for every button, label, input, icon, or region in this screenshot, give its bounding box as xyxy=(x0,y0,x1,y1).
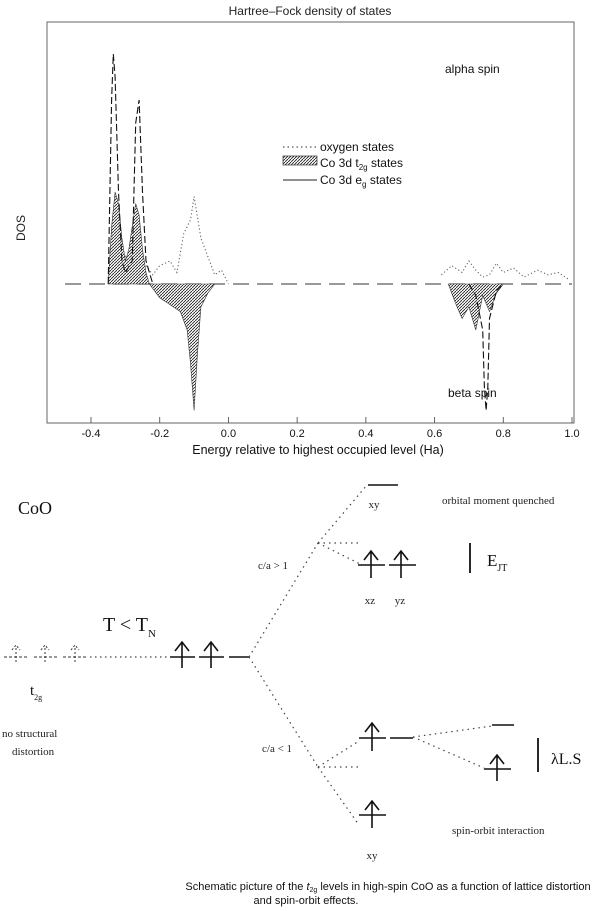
chart-legend: oxygen states Co 3d t2g states Co 3d eg … xyxy=(282,140,403,189)
series-eg-line xyxy=(468,283,504,411)
temperature-label: T < TN xyxy=(103,614,156,640)
t2g-degenerate-levels xyxy=(4,644,87,662)
yz-label: yz xyxy=(395,595,406,607)
orbital-moment-label: orbital moment quenched xyxy=(442,495,555,507)
caption-line1: Schematic picture of the t2g levels in h… xyxy=(185,881,590,894)
c-a-greater-label: c/a > 1 xyxy=(258,560,288,572)
level-diagram: CoO orbital moment quenched t2g no struc… xyxy=(2,484,581,862)
c-a-less-label: c/a < 1 xyxy=(262,743,292,755)
no-distortion-line1: no structural xyxy=(2,728,57,740)
x-tick-label: 0.8 xyxy=(496,428,511,440)
series-eg-line xyxy=(107,53,154,285)
x-tick-label: -0.4 xyxy=(82,428,101,440)
y-axis-label: DOS xyxy=(14,215,28,241)
lambda-ls-label: λL.S xyxy=(551,751,581,768)
lower-branch-levels xyxy=(359,721,514,828)
plot-frame xyxy=(46,21,575,424)
x-tick-label: 0.4 xyxy=(358,428,373,440)
xy-bottom-label: xy xyxy=(367,850,379,862)
legend-t2g-swatch xyxy=(282,155,318,166)
x-tick-layer: -0.4 -0.2 0.0 0.2 0.4 0.6 0.8 1.0 xyxy=(82,417,580,440)
xy-top-label: xy xyxy=(369,499,381,511)
compound-label: CoO xyxy=(18,498,52,518)
upper-branch-levels xyxy=(358,484,416,578)
x-tick-label: 1.0 xyxy=(564,428,579,440)
t2g-label: t2g xyxy=(30,683,42,702)
beta-spin-label: beta spin xyxy=(448,386,497,400)
splitting-lines xyxy=(248,484,493,826)
dos-chart: Hartree–Fock density of states -0.4 -0.2 0… xyxy=(14,4,580,457)
legend-t2g-label: Co 3d t2g states xyxy=(320,156,403,172)
caption-line2: and spin-orbit effects. xyxy=(254,895,359,907)
spin-orbit-label: spin-orbit interaction xyxy=(452,825,545,837)
xz-label: xz xyxy=(365,595,376,607)
legend-eg-label: Co 3d eg states xyxy=(320,173,402,189)
series-layer xyxy=(107,53,569,411)
legend-oxygen-label: oxygen states xyxy=(320,140,394,154)
x-axis-label: Energy relative to highest occupied leve… xyxy=(192,443,444,457)
x-tick-label: 0.6 xyxy=(427,428,442,440)
x-tick-label: 0.2 xyxy=(289,428,304,440)
series-oxygen-line xyxy=(441,260,569,280)
series-t2g-area xyxy=(107,191,216,411)
x-tick-label: 0.0 xyxy=(221,428,236,440)
tn-levels xyxy=(170,640,249,668)
x-tick-label: -0.2 xyxy=(150,428,169,440)
series-t2g-area xyxy=(447,283,504,331)
figure-caption: Schematic picture of the t2g levels in h… xyxy=(185,881,590,907)
alpha-spin-label: alpha spin xyxy=(445,62,500,76)
no-distortion-line2: distortion xyxy=(12,746,55,758)
ejt-label: EJT xyxy=(487,551,507,574)
chart-title: Hartree–Fock density of states xyxy=(229,4,392,18)
